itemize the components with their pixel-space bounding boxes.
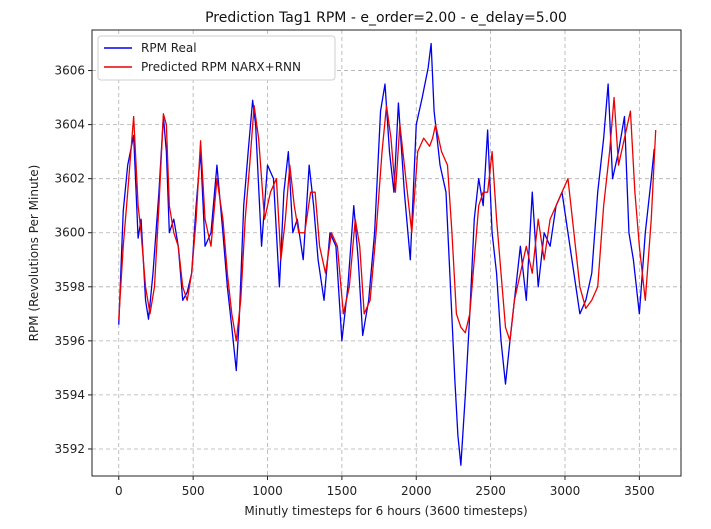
y-tick-label: 3604: [54, 118, 85, 132]
y-tick-label: 3598: [54, 280, 85, 294]
y-tick-label: 3600: [54, 226, 85, 240]
legend-label-rpm-real: RPM Real: [141, 41, 197, 55]
y-tick-label: 3596: [54, 334, 85, 348]
x-tick-label: 2000: [401, 484, 432, 498]
x-tick-label: 1500: [327, 484, 358, 498]
y-tick-label: 3592: [54, 442, 85, 456]
x-tick-label: 3500: [624, 484, 655, 498]
y-tick-label: 3594: [54, 388, 85, 402]
y-tick-label: 3602: [54, 172, 85, 186]
x-axis-label: Minutly timesteps for 6 hours (3600 time…: [244, 504, 527, 518]
x-tick-label: 2500: [475, 484, 506, 498]
series-line-predicted: [118, 96, 657, 342]
plot-frame: [91, 29, 682, 477]
legend: RPM Real Predicted RPM NARX+RNN: [97, 35, 336, 81]
y-tick-label: 3606: [54, 64, 85, 78]
x-tick-label: 500: [182, 484, 205, 498]
legend-box: [97, 35, 336, 81]
x-tick-label: 1000: [252, 484, 283, 498]
y-axis-label: RPM (Revolutions Per Minute): [27, 165, 41, 342]
legend-label-predicted: Predicted RPM NARX+RNN: [141, 60, 301, 74]
series-layer: [118, 42, 657, 466]
x-tick-label: 3000: [550, 484, 581, 498]
ticks: 0 500 1000 1500 2000 2500 3000 3500 3592 3594 3596…: [54, 64, 654, 498]
chart-title: Prediction Tag1 RPM - e_order=2.00 - e_d…: [205, 10, 567, 26]
x-tick-label: 0: [115, 484, 123, 498]
